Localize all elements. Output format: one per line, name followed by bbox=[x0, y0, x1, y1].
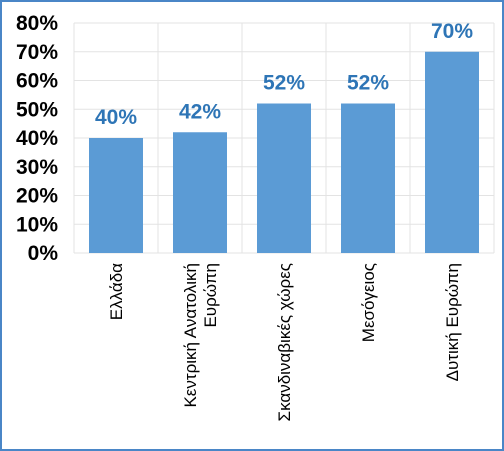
x-category-label: Ελλάδα bbox=[107, 263, 126, 320]
y-tick-label: 10% bbox=[16, 213, 58, 236]
y-tick-label: 30% bbox=[16, 156, 58, 179]
y-tick-label: 80% bbox=[16, 12, 58, 35]
y-axis-ticks: 0% 10% 20% 30% 40% 50% 60% 70% 80% bbox=[16, 12, 58, 265]
y-tick-label: 20% bbox=[16, 185, 58, 208]
x-category-label: Κεντρική Ανατολική Ευρώπη bbox=[181, 263, 220, 408]
x-category-label-line: Σκανδιναβικές χώρες bbox=[275, 263, 294, 421]
x-axis-labels: Ελλάδα Κεντρική Ανατολική Ευρώπη Σκανδιναβι… bbox=[107, 263, 462, 422]
x-category-label: Δυτική Ευρώπη bbox=[443, 263, 462, 381]
y-tick-label: 60% bbox=[16, 70, 58, 93]
bar bbox=[257, 103, 311, 253]
bars bbox=[89, 51, 479, 253]
x-category-label-line: Κεντρική Ανατολική bbox=[181, 263, 200, 408]
bar bbox=[425, 51, 479, 253]
x-category-label-line: Ελλάδα bbox=[107, 263, 126, 320]
x-category-label-line: Μεσόγειος bbox=[359, 263, 378, 342]
bar bbox=[89, 138, 143, 253]
data-label: 70% bbox=[431, 20, 473, 43]
y-tick-label: 50% bbox=[16, 98, 58, 121]
data-label: 40% bbox=[95, 106, 137, 129]
data-label: 42% bbox=[179, 100, 221, 123]
bar bbox=[173, 132, 227, 253]
data-label: 52% bbox=[263, 72, 305, 95]
x-category-label-line: Δυτική Ευρώπη bbox=[443, 263, 462, 381]
data-label: 52% bbox=[347, 72, 389, 95]
data-labels: 40% 42% 52% 52% 70% bbox=[95, 20, 473, 129]
x-category-label-line: Ευρώπη bbox=[201, 263, 220, 328]
x-category-label: Σκανδιναβικές χώρες bbox=[275, 263, 294, 421]
y-tick-label: 40% bbox=[16, 127, 58, 150]
x-category-label: Μεσόγειος bbox=[359, 263, 378, 342]
y-tick-label: 0% bbox=[28, 242, 59, 265]
bar bbox=[341, 103, 395, 253]
y-tick-label: 70% bbox=[16, 41, 58, 64]
